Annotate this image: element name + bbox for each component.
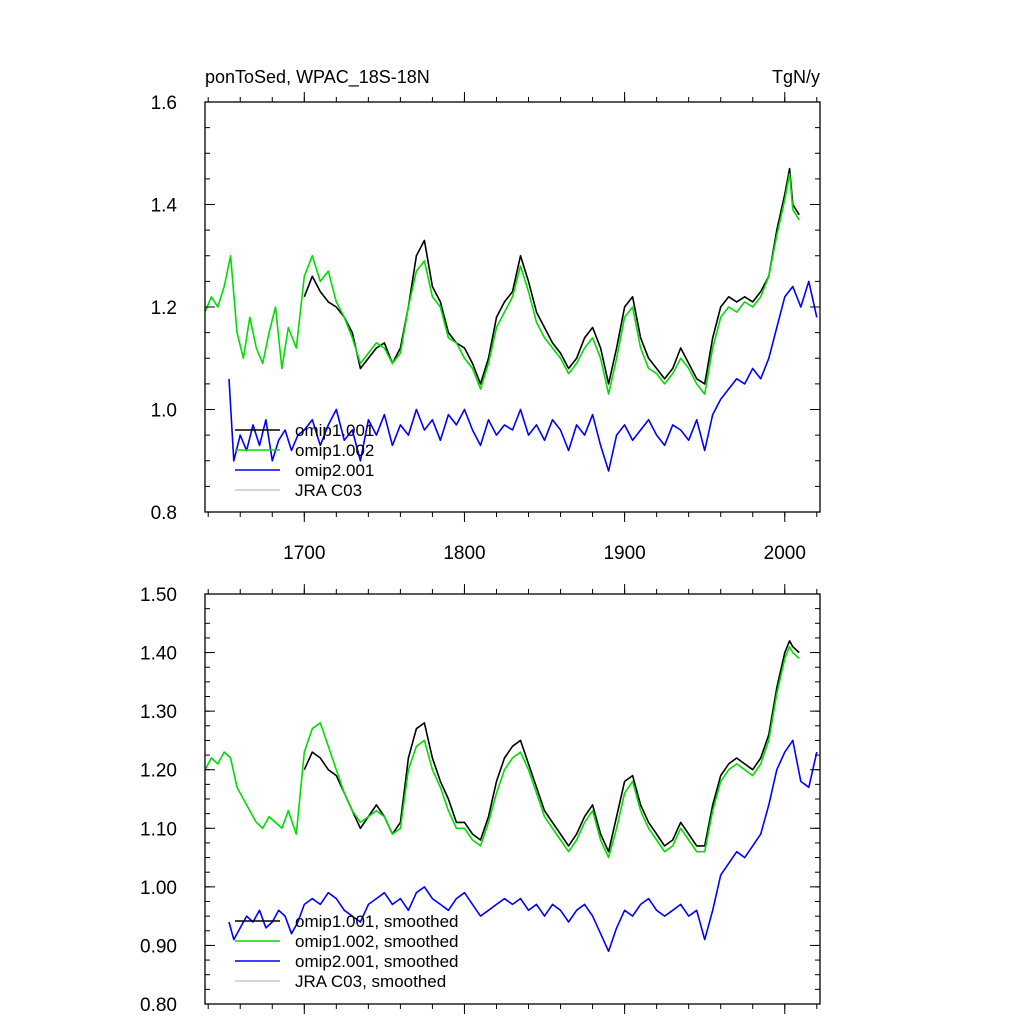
bottom-legend-label-0: omip1.001, smoothed [295, 912, 459, 931]
bottom-ytick-label: 0.90 [140, 936, 177, 957]
top-ytick-label: 1.0 [151, 401, 177, 422]
top-title-right: TgN/y [772, 67, 820, 87]
top-series-line-2 [228, 280, 818, 472]
bottom-legend-label-3: JRA C03, smoothed [295, 972, 446, 991]
bottom-series-group [204, 640, 818, 953]
top-axis-ticks: 0.8 1.0 1.2 1.4 1.6 1700 1800 1900 2000 [151, 92, 820, 564]
bottom-ytick-label: 0.80 [140, 995, 177, 1016]
bottom-ytick-label: 1.10 [140, 819, 177, 840]
top-xtick-label: 1700 [283, 543, 325, 564]
bottom-series-line-2 [228, 739, 818, 953]
top-ytick-label: 1.6 [151, 93, 177, 114]
bottom-plot-frame [204, 593, 821, 1005]
bottom-ytick-label: 1.20 [140, 761, 177, 782]
top-xtick-label: 1800 [443, 543, 485, 564]
top-plot-frame [204, 101, 821, 513]
bottom-legend-label-1: omip1.002, smoothed [295, 932, 459, 951]
top-xtick-label: 1900 [603, 543, 645, 564]
top-xtick-label: 2000 [764, 543, 806, 564]
top-legend-label-0: omip1.001 [295, 421, 374, 440]
top-legend-label-2: omip2.001 [295, 461, 374, 480]
top-series-group [204, 167, 818, 472]
top-title-left: ponToSed, WPAC_18S-18N [205, 67, 430, 88]
top-ytick-label: 0.8 [151, 503, 177, 524]
bottom-series-line-1 [204, 645, 800, 859]
panel-top: ponToSed, WPAC_18S-18N TgN/y omip1.001om… [151, 67, 821, 564]
bottom-ytick-label: 1.40 [140, 644, 177, 665]
top-ytick-label: 1.4 [151, 196, 178, 217]
top-legend-label-3: JRA C03 [295, 481, 362, 500]
top-legend-label-1: omip1.002 [295, 441, 374, 460]
top-series-line-0 [303, 167, 800, 385]
bottom-ytick-label: 1.00 [140, 878, 177, 899]
bottom-axis-ticks: 0.80 0.90 1.00 1.10 1.20 1.30 1.40 1.50 [140, 584, 820, 1016]
bottom-ytick-label: 1.50 [140, 585, 177, 606]
top-ytick-label: 1.2 [151, 298, 177, 319]
bottom-legend-label-2: omip2.001, smoothed [295, 952, 459, 971]
bottom-ytick-label: 1.30 [140, 702, 177, 723]
top-series-line-1 [204, 173, 800, 395]
